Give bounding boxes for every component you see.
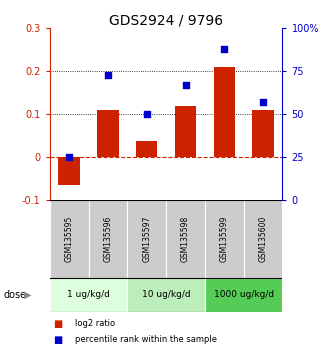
Bar (97, 110, 118, 157)
Text: 1 ug/kg/d: 1 ug/kg/d (67, 290, 110, 299)
Point (261, 99, 266, 105)
Text: GSM135596: GSM135596 (103, 216, 112, 262)
Text: dose: dose (3, 290, 26, 300)
Text: GSM135599: GSM135599 (220, 216, 229, 262)
Text: ■: ■ (53, 335, 62, 345)
Bar (136, 141, 157, 157)
Point (183, 82, 188, 88)
Bar (58, 157, 80, 185)
Bar (127, 200, 166, 278)
Bar (50, 278, 127, 312)
Text: GSM135598: GSM135598 (181, 216, 190, 262)
Bar (89, 200, 127, 278)
Bar (205, 278, 282, 312)
Text: GSM135600: GSM135600 (259, 216, 268, 262)
Text: 1000 ug/kg/d: 1000 ug/kg/d (214, 290, 274, 299)
Text: GSM135597: GSM135597 (142, 216, 151, 262)
Point (66, 154, 72, 160)
Text: ▶: ▶ (24, 290, 31, 300)
Text: 10 ug/kg/d: 10 ug/kg/d (142, 290, 190, 299)
Text: GSM135595: GSM135595 (65, 216, 74, 262)
Text: ■: ■ (53, 319, 62, 329)
Bar (166, 200, 205, 278)
Bar (50, 200, 89, 278)
Point (144, 111, 149, 117)
Bar (175, 105, 196, 157)
Bar (127, 278, 205, 312)
Bar (244, 200, 282, 278)
Text: log2 ratio: log2 ratio (75, 319, 116, 329)
Bar (205, 200, 244, 278)
Point (105, 72, 110, 78)
Bar (252, 110, 274, 157)
Bar (214, 67, 235, 157)
Title: GDS2924 / 9796: GDS2924 / 9796 (109, 13, 223, 27)
Text: percentile rank within the sample: percentile rank within the sample (75, 335, 217, 344)
Point (222, 46, 227, 52)
